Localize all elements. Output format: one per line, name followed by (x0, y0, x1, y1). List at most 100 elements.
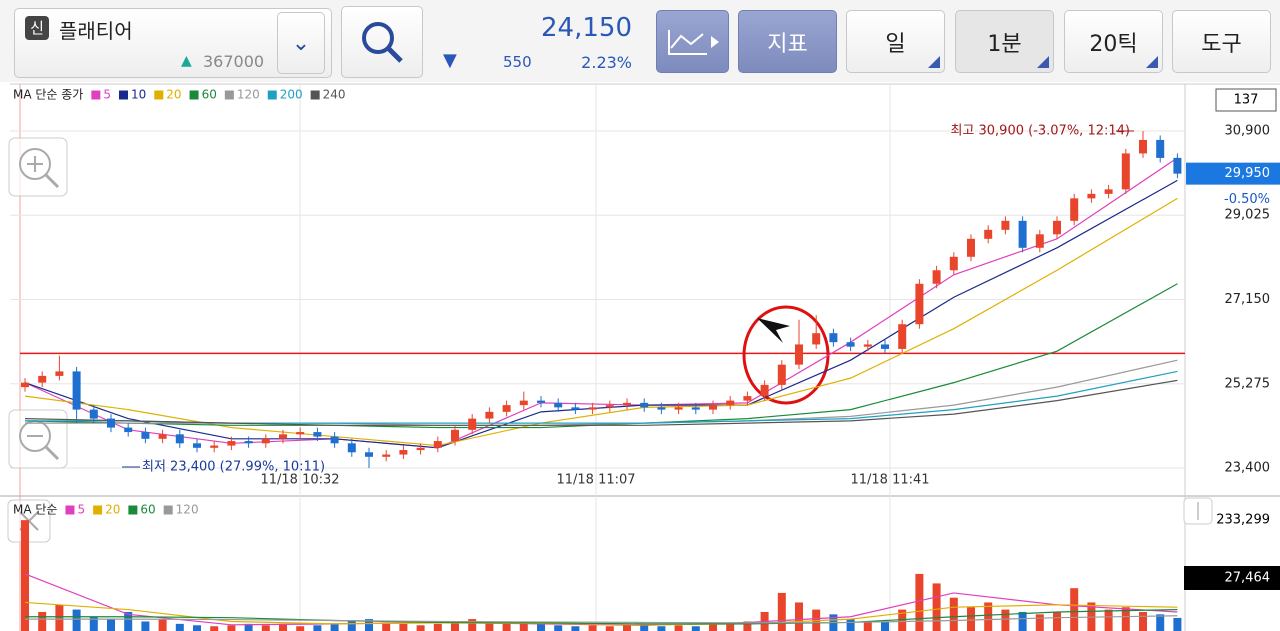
candle-body (451, 429, 459, 442)
y-tick-label: 30,900 (1225, 123, 1271, 138)
candle-body (296, 432, 305, 435)
volume-bar (519, 621, 528, 631)
legend-swatch (267, 90, 277, 100)
volume-bar (777, 592, 786, 631)
candle-body (537, 400, 545, 403)
indicator-button[interactable]: 지표 (738, 10, 837, 73)
candle-body (124, 427, 133, 433)
alert-icon: ▲ (181, 53, 192, 69)
zoom-out[interactable] (8, 409, 68, 469)
candle-body (554, 402, 563, 408)
candle-body (691, 407, 700, 410)
volume-bar (1053, 611, 1061, 631)
candle-body (777, 364, 786, 385)
candle-body (382, 454, 391, 457)
candle-body (502, 405, 511, 412)
legend-entry: 5 (77, 503, 85, 517)
volume-bar (175, 623, 184, 631)
stock-name: 플래티어 (59, 19, 133, 43)
volume-bar (89, 616, 98, 631)
volume-bar (932, 583, 941, 631)
candle-body (141, 432, 150, 439)
ma-line (25, 615, 1178, 624)
dropdown[interactable]: ⌄ (277, 12, 325, 74)
candle-body (1035, 234, 1044, 248)
candle-body (21, 382, 29, 388)
legend-entry: 5 (103, 88, 111, 102)
volume-bar (657, 626, 666, 631)
candle-body (898, 324, 907, 349)
volume-bar (158, 619, 167, 631)
ma-line (25, 608, 1178, 625)
tools-button[interactable]: 도구 (1172, 10, 1271, 73)
volume-bar (1156, 614, 1165, 631)
ma-line (25, 359, 1178, 426)
candle-body (1001, 220, 1010, 230)
y-tick-label: 23,400 (1225, 461, 1271, 476)
candle-body (519, 400, 528, 406)
y-tick-label: 29,025 (1225, 208, 1271, 223)
volume-bar (313, 625, 322, 631)
volume-bar (468, 619, 477, 631)
candle-body (588, 407, 597, 410)
candle-body (485, 411, 494, 419)
legend-entry: 120 (176, 503, 199, 517)
chart-type-button[interactable] (656, 10, 729, 73)
volume-bar (193, 625, 201, 631)
candle-body (72, 371, 81, 410)
legend-swatch (128, 505, 138, 515)
candle-body (38, 375, 47, 383)
minute-button[interactable]: 1분 (955, 10, 1054, 73)
legend-title: MA 단순 종가 (13, 88, 83, 102)
chart-icon (667, 29, 719, 55)
tick-button[interactable]: 20틱 (1064, 10, 1163, 73)
search-icon (362, 22, 403, 63)
volume-bar (1018, 611, 1027, 631)
candle-body (1018, 220, 1027, 248)
volume-bar (881, 621, 889, 631)
candle-body (175, 434, 184, 444)
candle-body (55, 371, 64, 376)
volume-bar (795, 602, 803, 631)
candle-body (416, 447, 425, 451)
current-change: -0.50% (1224, 192, 1270, 207)
candle-body (709, 405, 717, 410)
legend-swatch (119, 90, 128, 100)
volume-bar (124, 611, 133, 631)
change-rate: 2.23% (581, 53, 632, 72)
legend-swatch (154, 90, 164, 100)
volume-bar (984, 602, 993, 631)
volume-bar (915, 573, 924, 631)
search-button[interactable] (341, 6, 423, 78)
candle-body (399, 450, 408, 455)
ma-line (24, 379, 1178, 426)
change: 550 (503, 53, 532, 71)
candle-body (812, 333, 821, 345)
volume-bar (1104, 609, 1113, 631)
day-button[interactable]: 일 (846, 10, 945, 73)
candle-body (623, 402, 631, 406)
zoom-in[interactable] (8, 137, 68, 197)
candle-body (313, 432, 322, 437)
volume-bar (330, 623, 339, 631)
volume-bar (141, 621, 150, 631)
volume-bar (107, 619, 115, 631)
volume-bar (261, 625, 270, 631)
volume-tick-label: 233,299 (1216, 513, 1270, 528)
stock-box[interactable]: 신 플래티어 ▲ 367000 ⌄ (14, 8, 332, 78)
tick-label: 20틱 (1089, 31, 1138, 57)
current-price-box (1186, 162, 1280, 185)
legend-swatch (93, 505, 103, 515)
volume-bar (502, 623, 511, 631)
resize-handle[interactable] (1183, 497, 1213, 525)
volume-bar (416, 625, 425, 631)
candle-body (829, 333, 838, 343)
alert-value: 367000 (203, 52, 265, 71)
x-label: 11/18 10:32 (260, 473, 339, 488)
volume-bar (38, 611, 47, 631)
legend-entry: 60 (202, 88, 217, 102)
badge: 신 (25, 16, 49, 40)
candle-body (949, 256, 958, 271)
count-label: 137 (1234, 93, 1259, 108)
